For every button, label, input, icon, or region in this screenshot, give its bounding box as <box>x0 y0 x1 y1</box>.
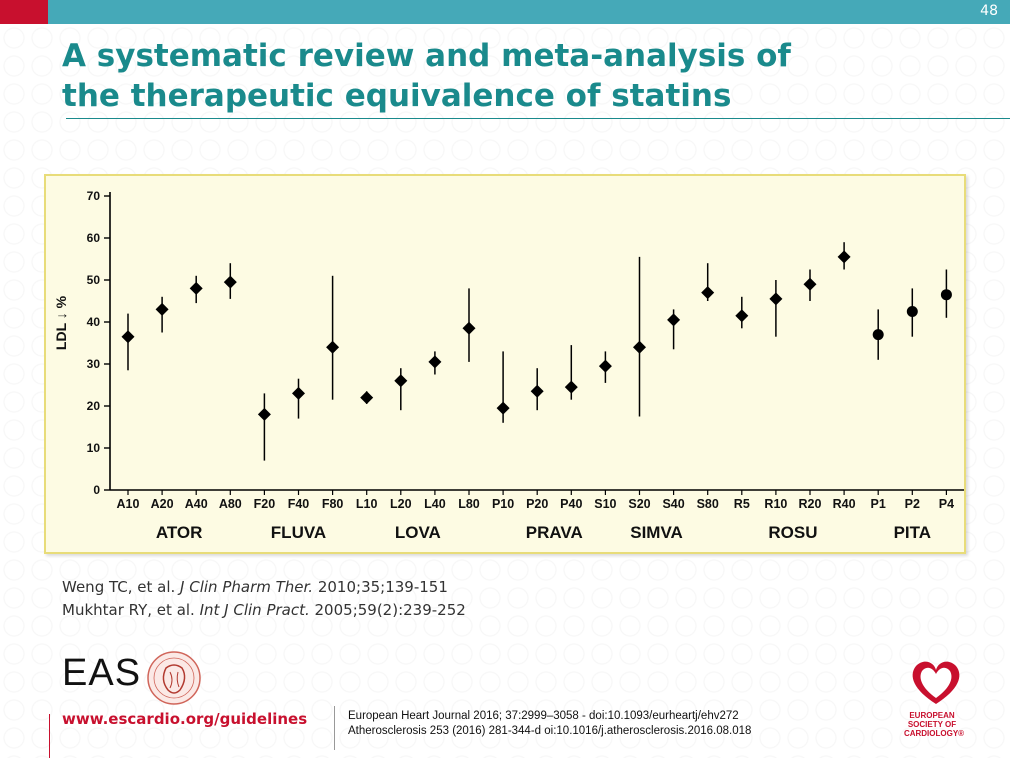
x-tick-label: P2 <box>905 497 920 511</box>
data-point <box>940 289 952 301</box>
chart-panel: 0 10 20 30 40 50 60 70 LDL ↓ % A10 A20 A40 A80 F20 F40… <box>44 174 966 554</box>
esc-logo: EUROPEAN SOCIETY OF CARDIOLOGY® <box>904 661 964 738</box>
footer-divider-left <box>49 714 50 758</box>
x-tick-label: L80 <box>458 497 480 511</box>
x-tick-label: R20 <box>799 497 822 511</box>
footer-divider <box>334 706 335 750</box>
esc-name-line-2: SOCIETY OF <box>908 720 956 729</box>
x-tick-label: L40 <box>424 497 446 511</box>
top-bar-accent <box>0 0 48 24</box>
group-label: PRAVA <box>526 523 583 542</box>
y-axis-label: LDL ↓ % <box>53 295 69 350</box>
esc-name-line-1: EUROPEAN <box>909 711 955 720</box>
x-tick-label: A10 <box>117 497 140 511</box>
data-point <box>360 391 374 405</box>
y-tick-label: 60 <box>87 231 101 245</box>
data-point <box>837 250 851 264</box>
data-point <box>292 386 305 400</box>
x-tick-label: L10 <box>356 497 378 511</box>
data-point <box>394 374 408 388</box>
reference-1-journal: J Clin Pharm Ther. <box>180 578 314 596</box>
slide-number: 48 <box>980 3 998 19</box>
reference-2-authors: Mukhtar RY, et al. <box>62 601 200 619</box>
x-tick-label: S20 <box>628 497 650 511</box>
x-tick-label: F20 <box>254 497 276 511</box>
data-point <box>257 407 271 421</box>
x-tick-label: A40 <box>185 497 208 511</box>
ldl-reduction-chart: 0 10 20 30 40 50 60 70 LDL ↓ % A10 A20 A40 A80 F20 F40… <box>53 189 964 542</box>
reference-2: Mukhtar RY, et al. Int J Clin Pract. 200… <box>62 599 466 622</box>
group-label: LOVA <box>395 523 441 542</box>
group-label: PITA <box>894 523 931 542</box>
data-point <box>496 401 510 415</box>
group-label: ATOR <box>156 523 203 542</box>
data-point <box>633 340 646 354</box>
data-point <box>769 292 783 306</box>
data-point <box>872 329 884 341</box>
group-label: SIMVA <box>630 523 683 542</box>
eas-logo: EAS <box>62 652 142 694</box>
data-point <box>735 309 749 323</box>
x-tick-label: P1 <box>871 497 886 511</box>
x-tick-label: R40 <box>833 497 856 511</box>
x-tick-label: A80 <box>219 497 242 511</box>
title-line-2: the therapeutic equivalence of statins <box>62 78 732 114</box>
x-tick-label: P40 <box>560 497 582 511</box>
x-tick-label: S10 <box>594 497 616 511</box>
reference-1-citation: 2010;35;139-151 <box>313 578 448 596</box>
x-tick-label: F40 <box>288 497 310 511</box>
data-point <box>701 286 715 300</box>
y-tick-label: 50 <box>87 273 101 287</box>
data-point <box>598 359 612 373</box>
journal-line-1: European Heart Journal 2016; 37:2999–305… <box>348 710 739 722</box>
reference-1: Weng TC, et al. J Clin Pharm Ther. 2010;… <box>62 576 466 599</box>
x-tick-label: P20 <box>526 497 548 511</box>
y-tick-label: 20 <box>87 399 101 413</box>
data-point <box>906 306 918 317</box>
data-point <box>121 330 135 344</box>
reference-2-journal: Int J Clin Pract. <box>199 601 310 619</box>
y-tick-label: 40 <box>87 315 101 329</box>
data-point <box>530 384 544 398</box>
y-tick-label: 70 <box>87 189 101 203</box>
top-bar <box>0 0 1010 24</box>
data-point <box>667 313 681 327</box>
x-tick-label: R10 <box>764 497 787 511</box>
y-tick-label: 0 <box>93 483 100 497</box>
data-point <box>223 275 237 289</box>
group-label: FLUVA <box>271 523 326 542</box>
x-tick-label: L20 <box>390 497 412 511</box>
y-tick-label: 10 <box>87 441 101 455</box>
slide-title: A systematic review and meta-analysis of… <box>62 36 962 116</box>
x-tick-label: S40 <box>662 497 684 511</box>
group-label: ROSU <box>768 523 817 542</box>
x-tick-label: P4 <box>939 497 954 511</box>
data-point <box>462 321 476 335</box>
esc-name-line-3: CARDIOLOGY® <box>904 729 964 738</box>
data-point <box>189 281 203 295</box>
reference-2-citation: 2005;59(2):239-252 <box>309 601 466 619</box>
data-point <box>326 340 340 354</box>
x-tick-label: P10 <box>492 497 514 511</box>
data-point <box>428 355 442 369</box>
reference-1-authors: Weng TC, et al. <box>62 578 181 596</box>
x-tick-label: S80 <box>697 497 719 511</box>
x-tick-label: F80 <box>322 497 344 511</box>
journal-references: European Heart Journal 2016; 37:2999–305… <box>348 709 751 739</box>
data-point <box>803 277 817 291</box>
y-tick-label: 30 <box>87 357 101 371</box>
x-tick-label: R5 <box>734 497 750 511</box>
title-line-1: A systematic review and meta-analysis of <box>62 38 791 74</box>
x-tick-label: A20 <box>151 497 174 511</box>
references: Weng TC, et al. J Clin Pharm Ther. 2010;… <box>62 576 466 622</box>
website-link[interactable]: www.escardio.org/guidelines <box>62 710 308 728</box>
data-point <box>564 380 578 394</box>
eas-seal-icon <box>147 651 201 705</box>
title-underline <box>66 118 1010 119</box>
data-point <box>155 302 169 316</box>
journal-line-2: Atherosclerosis 253 (2016) 281-344-d oi:… <box>348 725 752 737</box>
